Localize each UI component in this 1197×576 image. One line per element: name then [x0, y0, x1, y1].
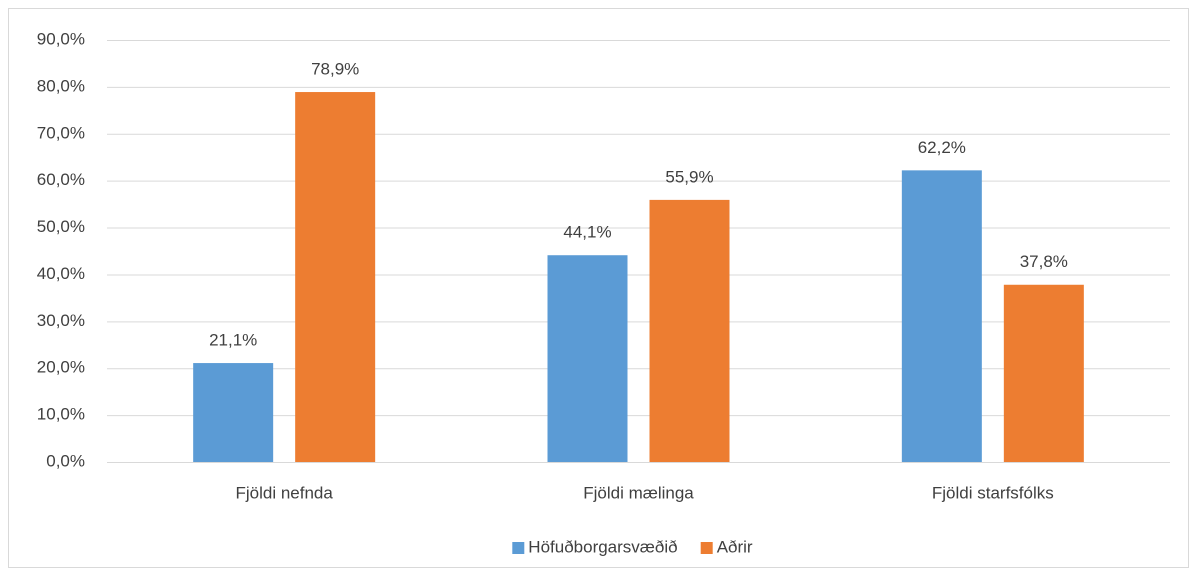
legend-label: Höfuðborgarsvæðið — [528, 537, 677, 556]
data-label: 55,9% — [665, 167, 713, 186]
data-label: 78,9% — [311, 60, 359, 79]
y-tick-label: 0,0% — [46, 451, 85, 470]
data-label: 44,1% — [563, 223, 611, 242]
y-tick-label: 90,0% — [37, 29, 85, 48]
x-tick-label: Fjöldi nefnda — [235, 483, 333, 502]
bar — [295, 92, 376, 463]
bar — [1003, 284, 1084, 462]
y-tick-label: 80,0% — [37, 76, 85, 95]
data-label: 37,8% — [1020, 252, 1068, 271]
x-tick-label: Fjöldi mælinga — [583, 483, 694, 502]
bar — [547, 255, 628, 462]
bar — [649, 199, 730, 462]
y-tick-label: 30,0% — [37, 311, 85, 330]
x-tick-label: Fjöldi starfsfólks — [932, 483, 1054, 502]
y-tick-label: 10,0% — [37, 405, 85, 424]
y-tick-label: 60,0% — [37, 170, 85, 189]
y-tick-label: 70,0% — [37, 123, 85, 142]
legend-swatch — [700, 542, 713, 554]
data-label: 62,2% — [918, 138, 966, 157]
legend-label: Aðrir — [717, 537, 753, 556]
data-label: 21,1% — [209, 331, 257, 350]
bar — [901, 170, 982, 462]
y-tick-label: 20,0% — [37, 358, 85, 377]
legend-swatch — [512, 542, 525, 554]
y-tick-label: 50,0% — [37, 217, 85, 236]
y-tick-label: 40,0% — [37, 264, 85, 283]
bar — [193, 363, 274, 462]
